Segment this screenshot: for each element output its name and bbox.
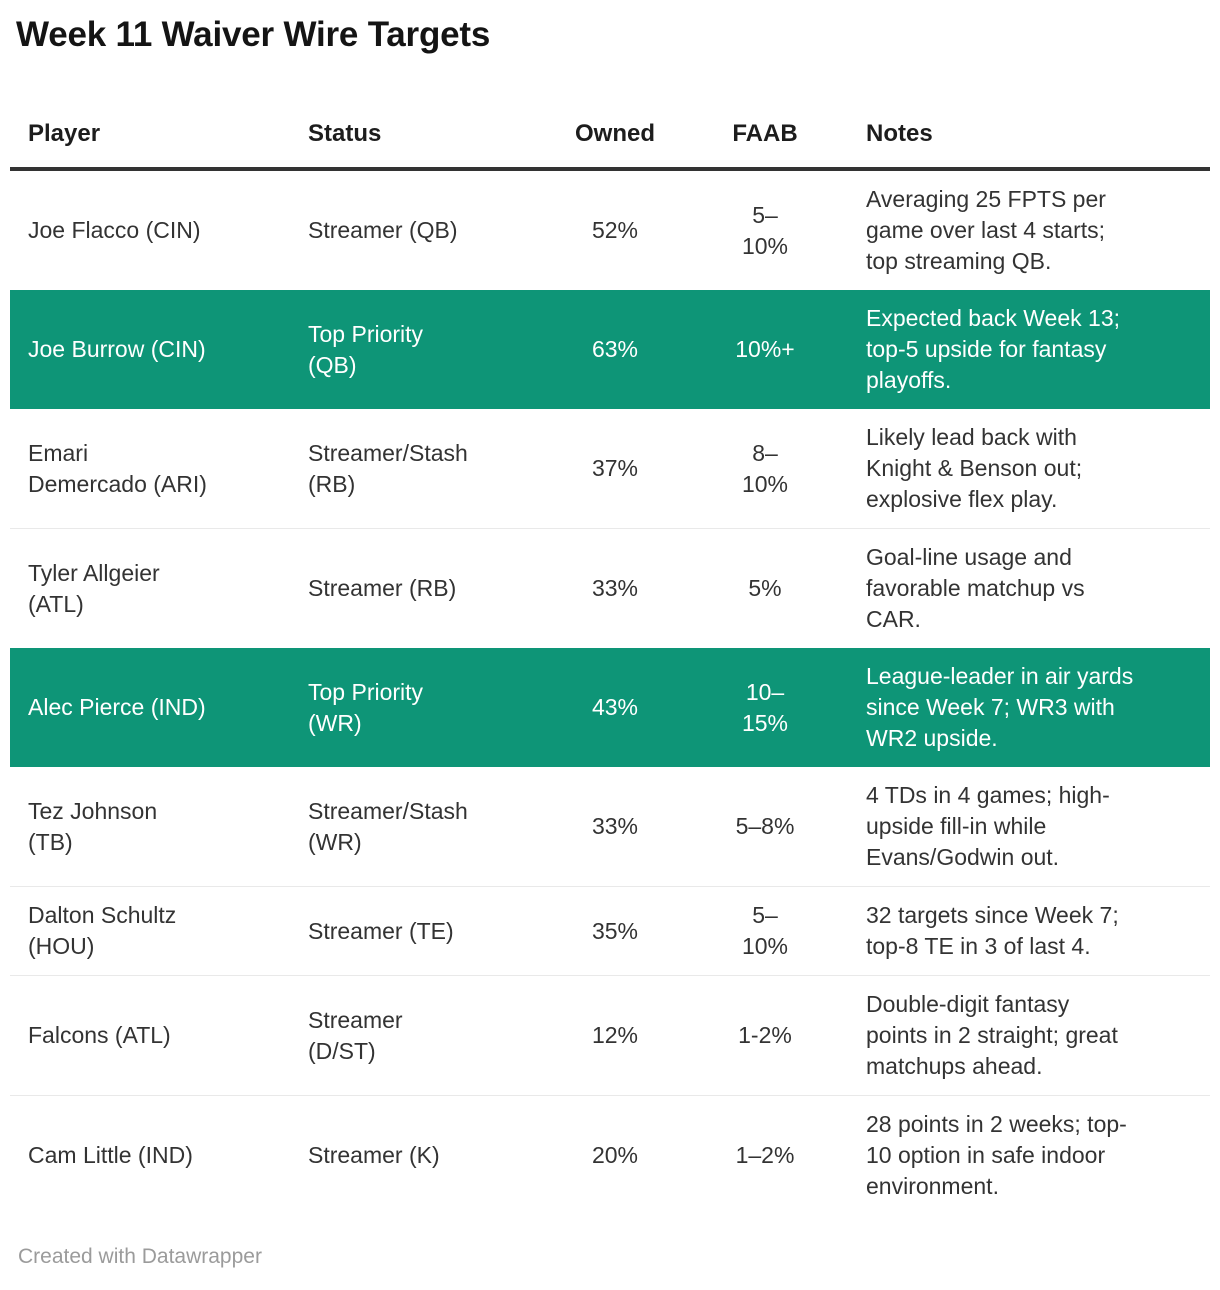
column-header-player: Player [10, 56, 298, 171]
status-cell: Streamer/Stash (WR) [308, 797, 468, 855]
player-cell: Alec Pierce (IND) [28, 694, 206, 720]
status-cell: Streamer (TE) [298, 886, 560, 976]
table-row-emari-demercado: Emari Demercado (ARI) Streamer/Stash (RB… [10, 409, 1210, 529]
table-row-tez-johnson: Tez Johnson (TB) Streamer/Stash (WR) 33%… [10, 767, 1210, 887]
faab-cell: 1-2% [670, 975, 860, 1096]
status-cell: Streamer (D/ST) [298, 975, 560, 1096]
notes-cell: Goal-line usage and favorable matchup vs… [860, 528, 1210, 648]
owned-cell: 35% [560, 886, 670, 976]
column-header-faab: FAAB [670, 56, 860, 171]
status-cell: Streamer/Stash (RB) [308, 439, 468, 497]
status-cell: Streamer (QB) [308, 217, 458, 243]
owned-cell: 33% [591, 813, 639, 839]
status-cell: Top Priority (WR) [308, 678, 424, 736]
notes-cell: Expected back Week 13; top-5 upside for … [866, 305, 1120, 393]
owned-cell: 12% [560, 975, 670, 1096]
datawrapper-attribution-link[interactable]: Created with Datawrapper [18, 1245, 262, 1268]
notes-cell: Double-digit fantasy points in 2 straigh… [860, 975, 1210, 1096]
owned-cell: 33% [560, 528, 670, 648]
owned-cell: 52% [591, 217, 639, 243]
status-cell: Top Priority (QB) [308, 320, 424, 378]
status-cell: Streamer (K) [298, 1095, 560, 1215]
faab-cell: 5– 10% [670, 886, 860, 976]
status-cell: Streamer (RB) [298, 528, 560, 648]
notes-cell: League-leader in air yards since Week 7;… [866, 663, 1134, 751]
table-row-tyler-allgeier: Tyler Allgeier (ATL) Streamer (RB) 33% 5… [10, 528, 1210, 648]
column-header-status: Status [298, 56, 560, 171]
table-row-cam-little: Cam Little (IND) Streamer (K) 20% 1–2% 2… [10, 1095, 1210, 1215]
player-cell: Joe Flacco (CIN) [28, 217, 201, 243]
page-title: Week 11 Waiver Wire Targets [16, 15, 491, 54]
waiver-wire-table: Player Status Owned FAAB Notes Joe Flacc… [10, 56, 1210, 1215]
table-row-falcons-dst: Falcons (ATL) Streamer (D/ST) 12% 1-2% D… [10, 975, 1210, 1096]
table-row-dalton-schultz: Dalton Schultz (HOU) Streamer (TE) 35% 5… [10, 886, 1210, 976]
table-header-row: Player Status Owned FAAB Notes [10, 56, 1210, 171]
faab-cell: 10%+ [735, 336, 795, 362]
player-cell: Emari Demercado (ARI) [28, 439, 207, 497]
player-cell: Tyler Allgeier (ATL) [10, 528, 298, 648]
player-cell: Dalton Schultz (HOU) [10, 886, 298, 976]
notes-cell: 28 points in 2 weeks; top- 10 option in … [860, 1095, 1210, 1215]
player-cell: Falcons (ATL) [10, 975, 298, 1096]
table-row-joe-burrow-highlighted: Joe Burrow (CIN) Top Priority (QB) 63% 1… [10, 290, 1210, 409]
column-header-owned: Owned [560, 56, 670, 171]
faab-cell: 10– 15% [741, 678, 789, 736]
notes-cell: Averaging 25 FPTS per game over last 4 s… [866, 186, 1106, 274]
table-row-alec-pierce-highlighted: Alec Pierce (IND) Top Priority (WR) 43% … [10, 648, 1210, 767]
notes-cell: 32 targets since Week 7; top-8 TE in 3 o… [860, 886, 1210, 976]
faab-cell: 5– 10% [741, 201, 789, 259]
owned-cell: 43% [591, 694, 639, 720]
column-header-notes: Notes [860, 56, 1210, 171]
player-cell: Joe Burrow (CIN) [28, 336, 206, 362]
player-cell: Cam Little (IND) [10, 1095, 298, 1215]
owned-cell: 20% [560, 1095, 670, 1215]
owned-cell: 63% [591, 336, 639, 362]
table-row-joe-flacco: Joe Flacco (CIN) Streamer (QB) 52% 5– 10… [10, 169, 1210, 290]
faab-cell: 5–8% [735, 813, 795, 839]
faab-cell: 8– 10% [741, 439, 789, 497]
owned-cell: 37% [591, 455, 639, 481]
notes-cell: 4 TDs in 4 games; high- upside fill-in w… [866, 782, 1110, 870]
notes-cell: Likely lead back with Knight & Benson ou… [866, 424, 1083, 512]
faab-cell: 1–2% [670, 1095, 860, 1215]
player-cell: Tez Johnson (TB) [28, 797, 158, 855]
faab-cell: 5% [670, 528, 860, 648]
